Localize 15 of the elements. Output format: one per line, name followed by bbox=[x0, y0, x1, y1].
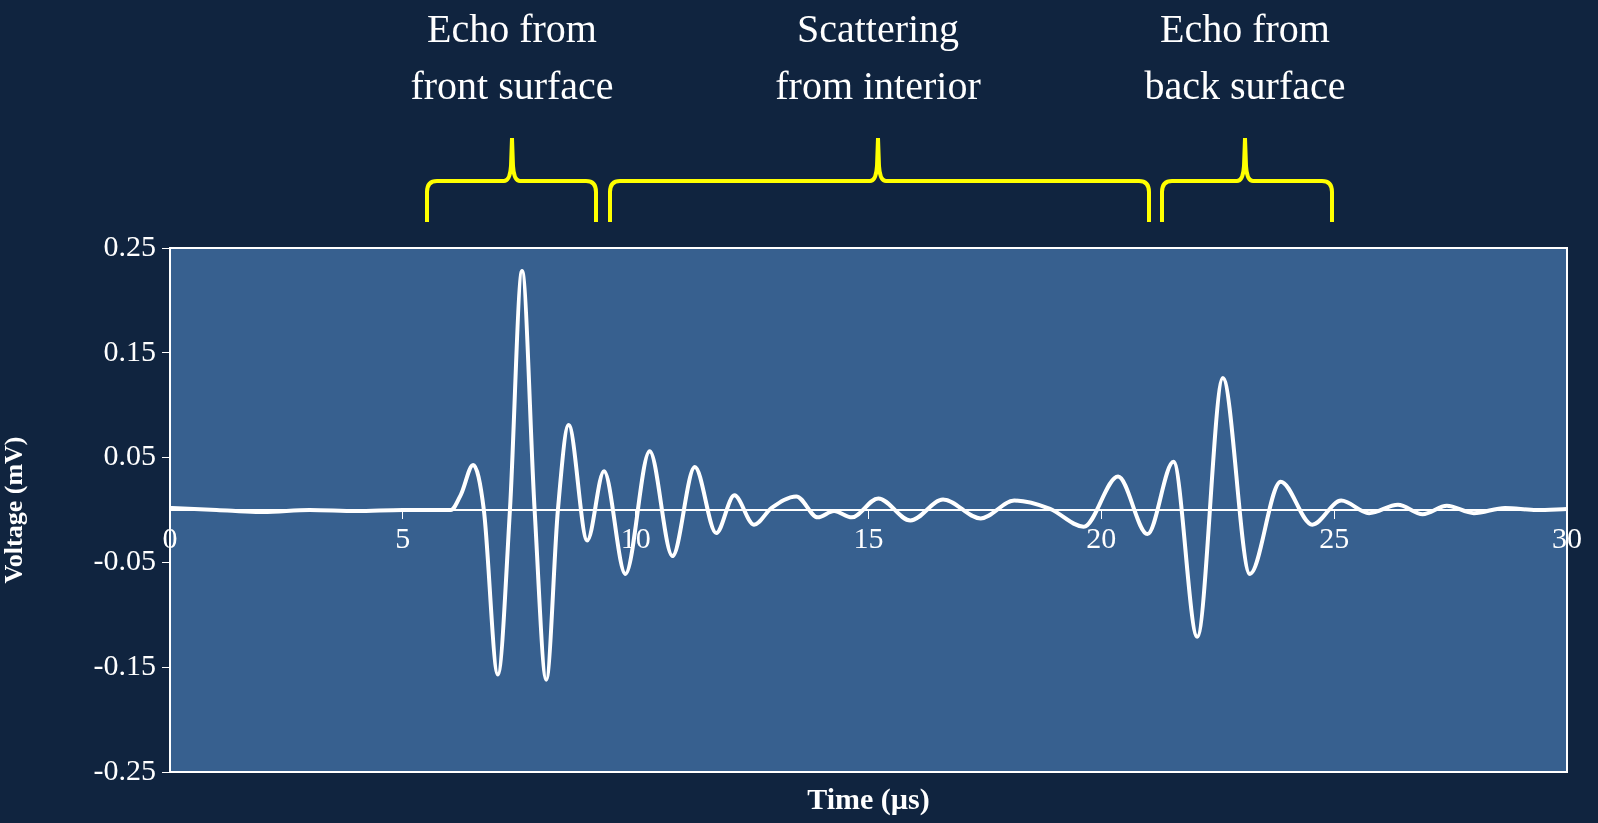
y-tick-label: -0.25 bbox=[93, 752, 156, 786]
x-tick-label: 20 bbox=[1086, 520, 1117, 554]
x-tick-label: 5 bbox=[395, 520, 411, 554]
x-tick-label: 15 bbox=[853, 520, 884, 554]
text: Echo from front surface bbox=[410, 5, 614, 110]
y-tick-label: 0.25 bbox=[103, 228, 156, 262]
y-tick-label: 0.05 bbox=[103, 438, 156, 472]
text: Echo from back surface bbox=[1144, 5, 1346, 110]
text: Scattering from interior bbox=[775, 5, 981, 110]
y-axis-title: Voltage (mV) bbox=[0, 436, 29, 584]
y-tick-label: 0.15 bbox=[103, 333, 156, 367]
y-tick-label: -0.05 bbox=[93, 543, 156, 577]
y-tick-label: -0.15 bbox=[93, 648, 156, 682]
x-axis-title: Time (µs) bbox=[807, 781, 930, 816]
x-tick-label: 25 bbox=[1319, 520, 1350, 554]
